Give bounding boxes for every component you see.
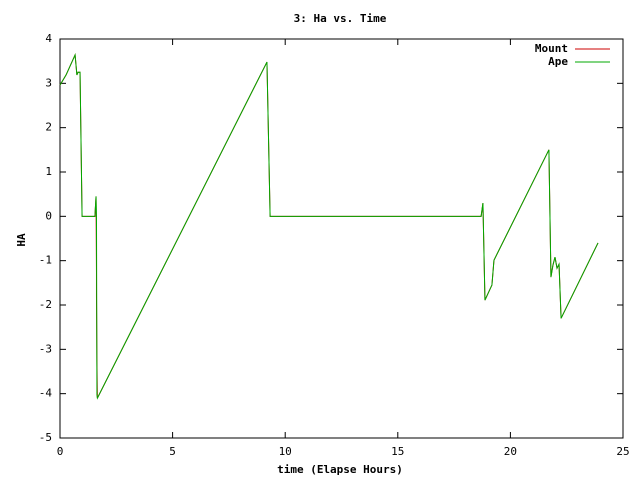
legend-label: Ape <box>548 55 568 68</box>
x-tick-label: 0 <box>57 445 64 458</box>
y-tick-label: 1 <box>45 165 52 178</box>
y-tick-label: -1 <box>39 254 52 267</box>
series-line <box>59 53 599 399</box>
legend-label: Mount <box>535 42 568 55</box>
x-tick-label: 25 <box>616 445 629 458</box>
y-tick-label: 4 <box>45 32 52 45</box>
x-tick-label: 20 <box>504 445 517 458</box>
series-line <box>59 53 599 400</box>
x-tick-label: 15 <box>391 445 404 458</box>
y-tick-label: 3 <box>45 76 52 89</box>
y-axis-label: HA <box>15 233 28 247</box>
plot-border <box>59 38 624 439</box>
x-tick-label: 5 <box>169 445 176 458</box>
y-tick-label: -3 <box>39 342 52 355</box>
y-tick-label: -5 <box>39 431 52 444</box>
y-tick-label: 2 <box>45 121 52 134</box>
chart-title: 3: Ha vs. Time <box>294 12 387 25</box>
y-tick-label: 0 <box>45 209 52 222</box>
y-tick-label: -2 <box>39 298 52 311</box>
x-axis-label: time (Elapse Hours) <box>277 463 403 476</box>
x-tick-label: 10 <box>279 445 292 458</box>
y-tick-label: -4 <box>39 387 53 400</box>
